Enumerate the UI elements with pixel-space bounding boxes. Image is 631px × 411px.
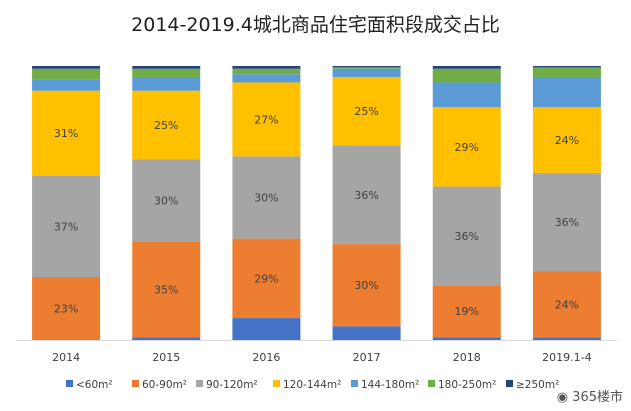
legend-swatch: [428, 380, 435, 387]
data-label: 37%: [54, 220, 78, 233]
data-label: 36%: [555, 216, 579, 229]
legend-label: 120-144m²: [283, 379, 341, 391]
data-label: 36%: [354, 189, 378, 202]
bar-segment: [232, 156, 301, 239]
legend-swatch: [351, 380, 358, 387]
bar-segment: [232, 82, 301, 157]
x-tick-label: 2019.1-4: [542, 351, 591, 364]
bar-segment: [32, 66, 101, 69]
bar-segment: [232, 238, 301, 319]
bar-segment: [432, 186, 501, 286]
bar-segment: [132, 66, 201, 69]
x-tick-label: 2016: [252, 351, 280, 364]
data-label: 29%: [254, 272, 278, 285]
bar-segment: [32, 90, 101, 176]
bar-segment: [32, 276, 101, 340]
bar-segment: [332, 326, 401, 340]
legend-swatch: [506, 380, 513, 387]
bar-segment: [332, 145, 401, 245]
data-label: 31%: [54, 127, 78, 140]
watermark: ◉ 365楼市: [557, 386, 623, 405]
bar-segment: [532, 67, 601, 77]
bar-segment: [132, 337, 201, 340]
bar-segment: [332, 76, 401, 146]
x-tick-label: 2018: [453, 351, 481, 364]
data-label: 25%: [354, 105, 378, 118]
bar-segment: [532, 172, 601, 272]
data-label: 27%: [254, 113, 278, 126]
bar-segment: [432, 82, 501, 108]
bar-segment: [132, 159, 201, 242]
x-tick-label: 2015: [152, 351, 180, 364]
data-label: 23%: [54, 302, 78, 315]
data-label: 30%: [354, 279, 378, 292]
legend-label: 144-180m²: [361, 379, 419, 391]
chart-title: 2014-2019.4城北商品住宅面积段成交占比: [131, 14, 500, 36]
data-label: 30%: [254, 192, 278, 205]
legend-swatch: [66, 380, 73, 387]
data-label: 35%: [154, 283, 178, 296]
bar-segment: [332, 68, 401, 77]
bar-segment: [432, 337, 501, 340]
legend-swatch: [196, 380, 203, 387]
bar-segment: [532, 76, 601, 108]
bar-segment: [132, 241, 201, 338]
bar-segment: [332, 244, 401, 327]
bar-segment: [332, 67, 401, 69]
data-label: 24%: [555, 134, 579, 147]
bar-segment: [232, 66, 301, 69]
bar-segment: [432, 285, 501, 338]
bar-segment: [132, 90, 201, 160]
data-label: 36%: [455, 230, 479, 243]
bar-segment: [432, 107, 501, 187]
legend-label: <60m²: [76, 379, 113, 391]
bar-segment: [32, 175, 101, 277]
x-tick-label: 2014: [52, 351, 80, 364]
bar-segment: [232, 74, 301, 83]
bar-segment: [532, 337, 601, 340]
bar-segment: [132, 76, 201, 91]
data-label: 29%: [455, 141, 479, 154]
bar-segment: [232, 68, 301, 75]
bar-segment: [332, 66, 401, 68]
legend-label: 180-250m²: [438, 379, 496, 391]
bar-segment: [32, 79, 101, 91]
bar-segment: [532, 66, 601, 68]
legend-label: 60-90m²: [142, 379, 187, 391]
legend-label: 90-120m²: [206, 379, 258, 391]
legend-label: ≥250m²: [516, 379, 559, 391]
bar-segment: [232, 318, 301, 340]
data-label: 19%: [455, 305, 479, 318]
bar-segment: [432, 66, 501, 69]
bar-segment: [432, 68, 501, 83]
data-label: 25%: [154, 119, 178, 132]
bar-segment: [32, 68, 101, 80]
data-label: 24%: [555, 298, 579, 311]
bar-segment: [132, 68, 201, 77]
legend-swatch: [132, 380, 139, 387]
watermark-text: 365楼市: [572, 390, 623, 405]
wechat-icon: ◉: [556, 390, 569, 405]
data-label: 30%: [154, 194, 178, 207]
legend-swatch: [273, 380, 280, 387]
bar-segment: [532, 107, 601, 173]
x-tick-label: 2017: [353, 351, 381, 364]
bar-segment: [532, 271, 601, 338]
